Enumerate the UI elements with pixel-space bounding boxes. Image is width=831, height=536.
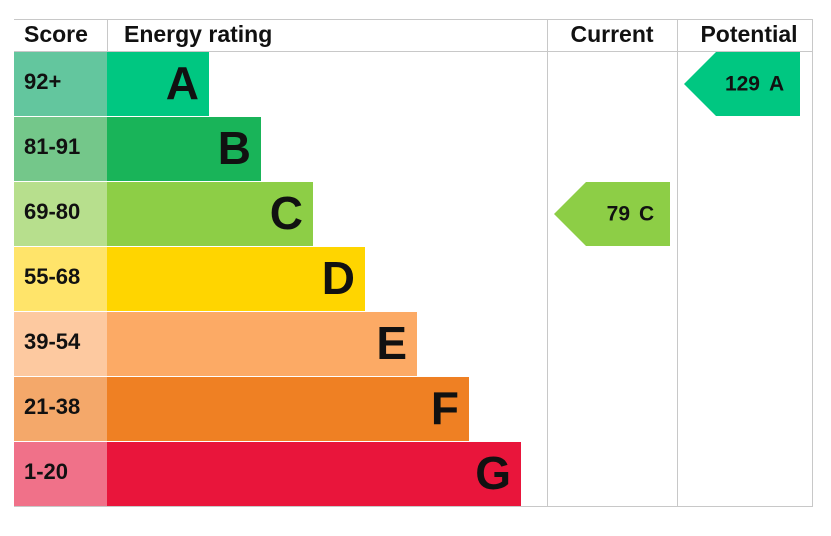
- rating-letter: B: [218, 122, 251, 174]
- header-current: Current: [570, 21, 653, 47]
- rating-bar: [107, 117, 261, 181]
- current-arrow: [554, 182, 670, 246]
- rating-letter: A: [166, 57, 199, 109]
- rating-letter: C: [270, 187, 303, 239]
- rating-letter: F: [431, 382, 459, 434]
- score-cell: [14, 182, 107, 246]
- rating-letter: E: [376, 317, 407, 369]
- score-label: 69-80: [24, 199, 80, 224]
- header-score: Score: [24, 21, 88, 47]
- score-cell: [14, 377, 107, 441]
- score-label: 92+: [24, 69, 61, 94]
- potential-letter: A: [769, 73, 784, 96]
- header-rating: Energy rating: [124, 21, 272, 47]
- header-potential: Potential: [700, 21, 797, 47]
- score-cell: [14, 247, 107, 311]
- score-label: 1-20: [24, 459, 68, 484]
- rating-bar: [107, 182, 313, 246]
- current-letter: C: [639, 203, 654, 226]
- score-cell: [14, 52, 107, 116]
- score-cell: [14, 312, 107, 376]
- rating-bar: [107, 52, 209, 116]
- potential-value: 129: [725, 73, 760, 96]
- rating-bar: [107, 377, 469, 441]
- rating-letter: G: [475, 447, 511, 499]
- current-value: 79: [607, 203, 630, 226]
- score-label: 55-68: [24, 264, 80, 289]
- score-label: 39-54: [24, 329, 81, 354]
- potential-arrow: [684, 52, 800, 116]
- rating-letter: D: [322, 252, 355, 304]
- score-cell: [14, 117, 107, 181]
- score-label: 81-91: [24, 134, 80, 159]
- score-label: 21-38: [24, 394, 80, 419]
- rating-bar: [107, 247, 365, 311]
- rating-bar: [107, 442, 521, 506]
- table-frame: [14, 19, 813, 507]
- rating-bar: [107, 312, 417, 376]
- score-cell: [14, 442, 107, 506]
